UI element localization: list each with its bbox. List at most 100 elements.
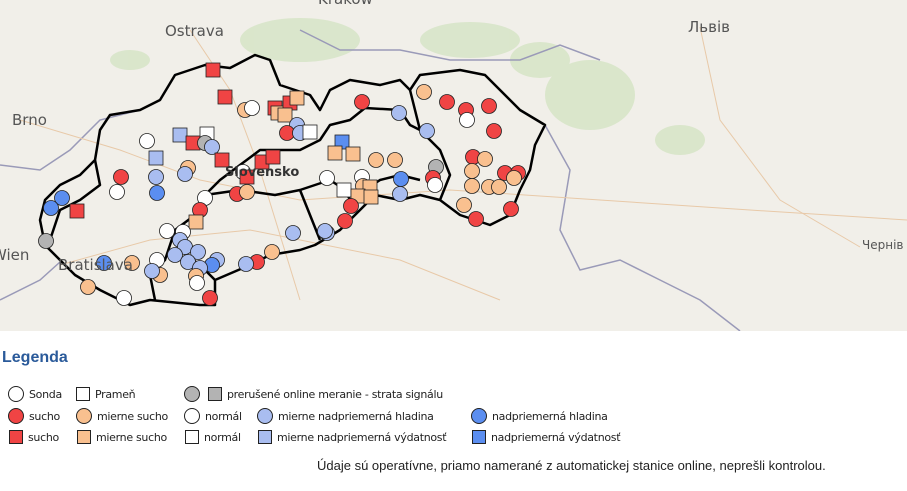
sonda-marker[interactable] [239,184,255,200]
city-label-bratislava: Bratislava [58,256,133,274]
legend-label: Sonda [29,387,62,401]
pramen-marker[interactable] [148,150,164,166]
sonda-marker[interactable] [337,213,353,229]
legend-label: nadpriemerná hladina [492,409,608,423]
sonda-marker[interactable] [285,225,301,241]
square-icon [208,387,222,401]
sonda-marker[interactable] [354,94,370,110]
sonda-marker[interactable] [190,244,206,260]
pramen-marker[interactable] [265,149,281,165]
sonda-marker[interactable] [167,247,183,263]
sonda-marker[interactable] [54,190,70,206]
sonda-marker[interactable] [189,275,205,291]
sonda-marker[interactable] [477,151,493,167]
country-label-slovensko: Slovensko [225,165,300,180]
legend-label: sucho [28,430,59,444]
pramen-marker[interactable] [336,182,352,198]
legend-title: Legenda [2,349,68,366]
sonda-marker[interactable] [149,185,165,201]
legend-label: normál [204,430,241,444]
legend-mierne-nadpriemerna-hladina: mierne nadpriemerná hladina [257,408,434,424]
sonda-marker[interactable] [416,84,432,100]
legend-label: mierne sucho [97,409,168,423]
square-icon [9,430,23,444]
sonda-marker[interactable] [491,179,507,195]
sonda-marker[interactable] [439,94,455,110]
station-markers [38,62,526,306]
sonda-marker[interactable] [139,133,155,149]
pramen-marker[interactable] [188,214,204,230]
sonda-marker[interactable] [486,123,502,139]
sonda-marker[interactable] [204,139,220,155]
legend-mierne-nadpriemerna-vydatnost: mierne nadpriemerná výdatnosť [258,430,447,444]
sonda-marker[interactable] [468,211,484,227]
sonda-marker[interactable] [148,169,164,185]
sonda-marker[interactable] [427,177,443,193]
pramen-marker[interactable] [172,127,188,143]
pramen-marker[interactable] [217,89,233,105]
sonda-marker[interactable] [393,171,409,187]
legend-mierne-sucho-vydatnost: mierne sucho [77,430,167,444]
sonda-marker[interactable] [144,263,160,279]
legend-label: mierne nadpriemerná výdatnosť [277,430,447,444]
pramen-marker[interactable] [277,107,293,123]
sonda-marker[interactable] [391,105,407,121]
sonda-marker[interactable] [124,255,140,271]
sonda-marker[interactable] [244,100,260,116]
sonda-marker[interactable] [503,201,519,217]
pramen-marker[interactable] [302,124,318,140]
sonda-marker[interactable] [38,233,54,249]
sonda-marker[interactable] [109,184,125,200]
legend-label: mierne nadpriemerná hladina [278,409,434,423]
sonda-marker[interactable] [96,255,112,271]
sonda-marker[interactable] [202,290,218,306]
pramen-marker[interactable] [69,203,85,219]
legend-mierne-sucho-hladina: mierne sucho [76,408,168,424]
sonda-marker[interactable] [464,163,480,179]
sonda-marker[interactable] [113,169,129,185]
legend-label: mierne sucho [96,430,167,444]
pramen-marker[interactable] [214,152,230,168]
pramen-marker[interactable] [239,169,255,185]
sonda-marker[interactable] [464,178,480,194]
city-label-krakow: Kraków [318,0,373,8]
legend-label: nadpriemerná výdatnosť [491,430,621,444]
square-icon [472,430,486,444]
sonda-marker[interactable] [392,186,408,202]
sonda-marker[interactable] [317,223,333,239]
sonda-marker[interactable] [319,170,335,186]
legend-label: Prameň [95,387,136,401]
pramen-marker[interactable] [205,62,221,78]
sonda-marker[interactable] [387,152,403,168]
sonda-marker[interactable] [80,279,96,295]
sonda-marker[interactable] [419,123,435,139]
legend-nadpriemerna-vydatnost: nadpriemerná výdatnosť [472,430,621,444]
groundwater-map[interactable]: Kraków Ostrava Львів Brno Wien Bratislav… [0,0,907,331]
sonda-marker[interactable] [456,197,472,213]
city-label-ostrava: Ostrava [165,22,224,40]
city-label-wien: Wien [0,246,30,264]
legend-prerusene: prerušené online meranie - strata signál… [184,386,443,402]
pramen-marker[interactable] [289,90,305,106]
pramen-marker[interactable] [345,146,361,162]
sonda-marker[interactable] [481,98,497,114]
pramen-marker[interactable] [363,189,379,205]
legend-nadpriemerna-hladina: nadpriemerná hladina [471,408,608,424]
sonda-marker[interactable] [238,256,254,272]
square-icon [76,387,90,401]
legend-pramen: Prameň [76,387,136,401]
sonda-marker[interactable] [506,170,522,186]
circle-icon [184,408,200,424]
sonda-marker[interactable] [43,200,59,216]
sonda-marker[interactable] [368,152,384,168]
circle-icon [257,408,273,424]
pramen-marker[interactable] [327,145,343,161]
sonda-marker[interactable] [264,244,280,260]
legend-sucho-vydatnost: sucho [9,430,59,444]
sonda-marker[interactable] [177,166,193,182]
sonda-marker[interactable] [116,290,132,306]
circle-icon [184,386,200,402]
sonda-marker[interactable] [343,198,359,214]
sonda-marker[interactable] [159,223,175,239]
sonda-marker[interactable] [459,112,475,128]
